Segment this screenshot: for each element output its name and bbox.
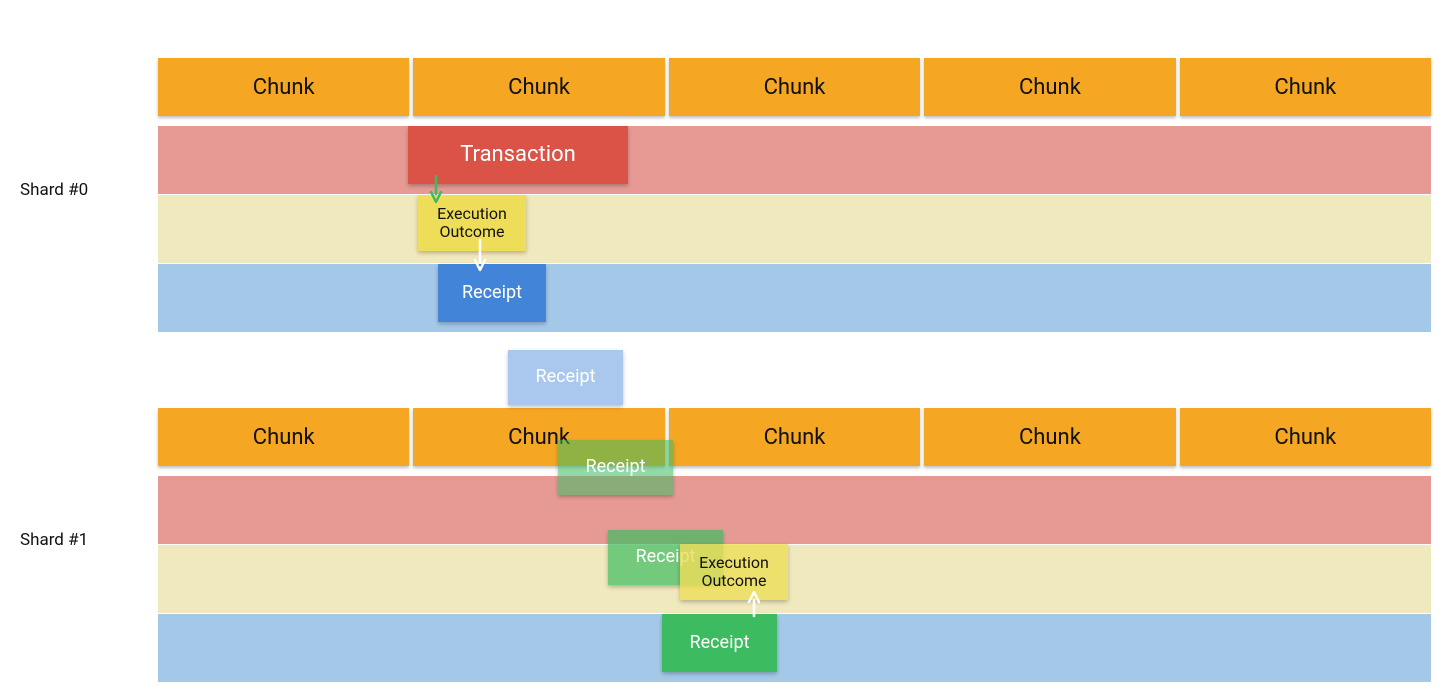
chunk-cell: Chunk bbox=[924, 408, 1175, 466]
chunk-cell: Chunk bbox=[924, 58, 1175, 116]
exec2-box: ExecutionOutcome bbox=[680, 544, 788, 600]
receipt_g1-box: Receipt bbox=[558, 440, 673, 495]
receipt_g3-box: Receipt bbox=[662, 614, 777, 672]
chunk-strip-1: ChunkChunkChunkChunkChunk bbox=[158, 408, 1431, 466]
shard-row-1-2 bbox=[158, 614, 1431, 682]
shard-row-0-2 bbox=[158, 264, 1431, 332]
chunk-strip-0: ChunkChunkChunkChunkChunk bbox=[158, 58, 1431, 116]
chunk-cell: Chunk bbox=[413, 58, 664, 116]
chunk-cell: Chunk bbox=[669, 58, 920, 116]
chunk-cell: Chunk bbox=[1180, 58, 1431, 116]
chunk-cell: Chunk bbox=[158, 408, 409, 466]
exec1-box: ExecutionOutcome bbox=[418, 195, 526, 251]
shard-label-0: Shard #0 bbox=[20, 180, 88, 200]
shard-row-1-1 bbox=[158, 545, 1431, 613]
shard-row-1-0 bbox=[158, 476, 1431, 544]
receipt_light-box: Receipt bbox=[508, 350, 623, 405]
chunk-cell: Chunk bbox=[158, 58, 409, 116]
shard-row-0-0 bbox=[158, 126, 1431, 194]
shard-label-1: Shard #1 bbox=[20, 530, 88, 550]
shard-row-0-1 bbox=[158, 195, 1431, 263]
transaction-box: Transaction bbox=[408, 126, 628, 184]
chunk-cell: Chunk bbox=[1180, 408, 1431, 466]
receipt_blue-box: Receipt bbox=[438, 264, 546, 322]
chunk-cell: Chunk bbox=[669, 408, 920, 466]
